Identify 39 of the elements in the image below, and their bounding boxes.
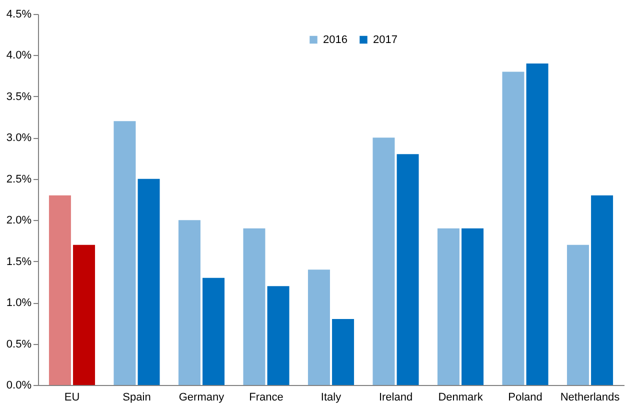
y-tick-label: 4.0% — [6, 50, 32, 62]
y-tick-label: 2.0% — [6, 214, 32, 227]
x-tick-label: Denmark — [438, 392, 484, 404]
bar — [462, 228, 484, 385]
bar — [396, 154, 419, 385]
bar — [332, 319, 354, 385]
bar — [591, 195, 614, 385]
y-tick-label: 3.0% — [6, 132, 32, 144]
y-tick-label: 1.0% — [6, 297, 32, 310]
bar — [526, 63, 548, 385]
y-tick-label: 1.5% — [6, 256, 32, 268]
y-tick-label: 4.5% — [6, 8, 32, 20]
x-tick-label: Ireland — [378, 392, 413, 404]
bar — [73, 244, 96, 385]
bar — [114, 121, 136, 385]
bar — [308, 270, 330, 385]
x-tick-label: Italy — [320, 392, 342, 404]
bar — [502, 72, 524, 385]
bar — [437, 228, 460, 385]
bar — [372, 138, 395, 385]
y-tick-label: 3.5% — [6, 90, 32, 103]
bar — [267, 286, 290, 385]
bar — [48, 195, 71, 385]
bar — [138, 178, 160, 385]
legend-label: 2016 — [323, 34, 348, 46]
x-tick-label: Germany — [178, 392, 225, 404]
legend-label: 2017 — [373, 34, 398, 46]
x-tick-label: EU — [64, 392, 80, 404]
x-tick-label: Poland — [508, 392, 542, 404]
bar — [178, 220, 200, 385]
y-tick-label: 2.5% — [6, 173, 32, 186]
x-tick-label: Netherlands — [560, 392, 620, 404]
y-tick-label: 0.0% — [6, 380, 32, 392]
x-tick-label: France — [249, 392, 284, 404]
bar — [202, 278, 225, 385]
y-tick-label: 0.5% — [6, 338, 32, 350]
x-tick-label: Spain — [122, 392, 151, 404]
bar — [566, 244, 589, 385]
bar — [243, 228, 266, 385]
